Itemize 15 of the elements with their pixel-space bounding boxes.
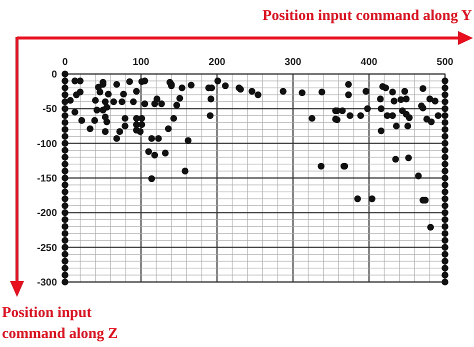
y-tick-label: -150 — [36, 174, 58, 184]
y-tick-label: -50 — [42, 104, 58, 116]
x-tick-label: 100 — [132, 57, 150, 68]
x-tick-label: 200 — [208, 57, 226, 68]
y-tick-label: -300 — [36, 278, 58, 288]
y-tick-label: -100 — [36, 138, 58, 150]
y-axis-title: Position input command along Z — [2, 305, 118, 342]
x-tick-label: 500 — [436, 57, 454, 68]
y-tick-label: -250 — [36, 242, 58, 254]
x-tick-label: 300 — [284, 57, 302, 68]
x-tick-label: 0 — [62, 57, 68, 68]
x-axis-title: Position input command along Y — [262, 8, 472, 24]
y-tick-label: -200 — [36, 208, 58, 220]
x-tick-label: 400 — [360, 57, 378, 68]
y-tick-label: 0 — [51, 70, 58, 80]
